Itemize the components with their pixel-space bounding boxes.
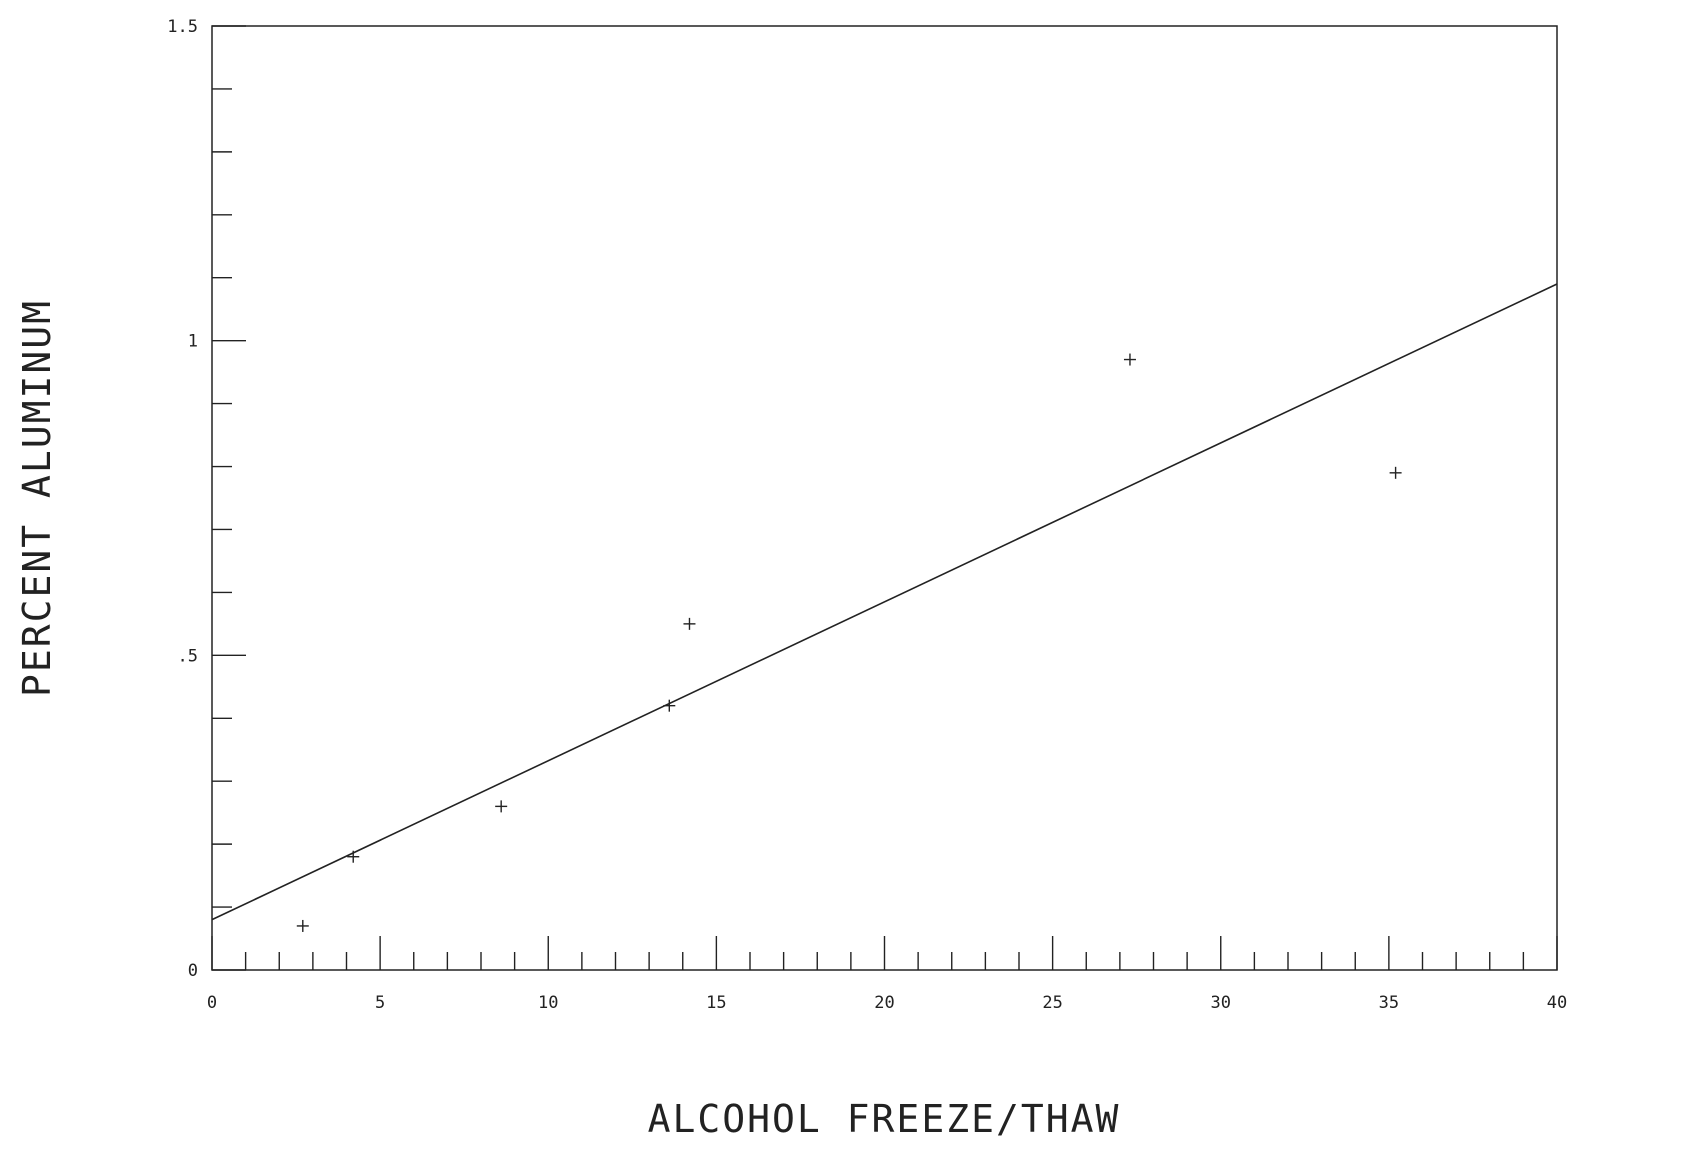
data-point: [495, 800, 508, 813]
x-tick-label: 10: [538, 993, 558, 1013]
x-tick-label: 20: [874, 993, 894, 1013]
data-point: [347, 850, 360, 863]
y-tick-label: 1.5: [167, 17, 198, 37]
x-tick-label: 25: [1042, 993, 1062, 1013]
x-tick-label: 5: [375, 993, 385, 1013]
x-tick-label: 15: [706, 993, 726, 1013]
y-axis-label: PERCENT ALUMINUM: [15, 299, 59, 697]
y-tick-label: 0: [188, 961, 198, 981]
x-axis-label: ALCOHOL FREEZE/THAW: [648, 1097, 1121, 1141]
axis-ticks: [211, 25, 1558, 971]
fit-line-group: [211, 283, 1558, 921]
x-tick-label: 30: [1211, 993, 1231, 1013]
plot-frame: [211, 25, 1558, 971]
data-point: [296, 919, 309, 932]
y-tick-label: 1: [188, 332, 198, 352]
fit-line: [211, 283, 1558, 921]
data-point: [663, 699, 676, 712]
data-point: [683, 617, 696, 630]
data-point: [1123, 353, 1136, 366]
data-points: [296, 353, 1402, 932]
tick-labels: 0 5 10 15 20 25 30 35 40 0 .5 1 1.5: [167, 17, 1567, 1013]
y-tick-label: .5: [178, 646, 198, 666]
x-tick-label: 40: [1547, 993, 1567, 1013]
data-point: [1389, 466, 1402, 479]
x-tick-label: 35: [1379, 993, 1399, 1013]
x-tick-label: 0: [207, 993, 217, 1013]
